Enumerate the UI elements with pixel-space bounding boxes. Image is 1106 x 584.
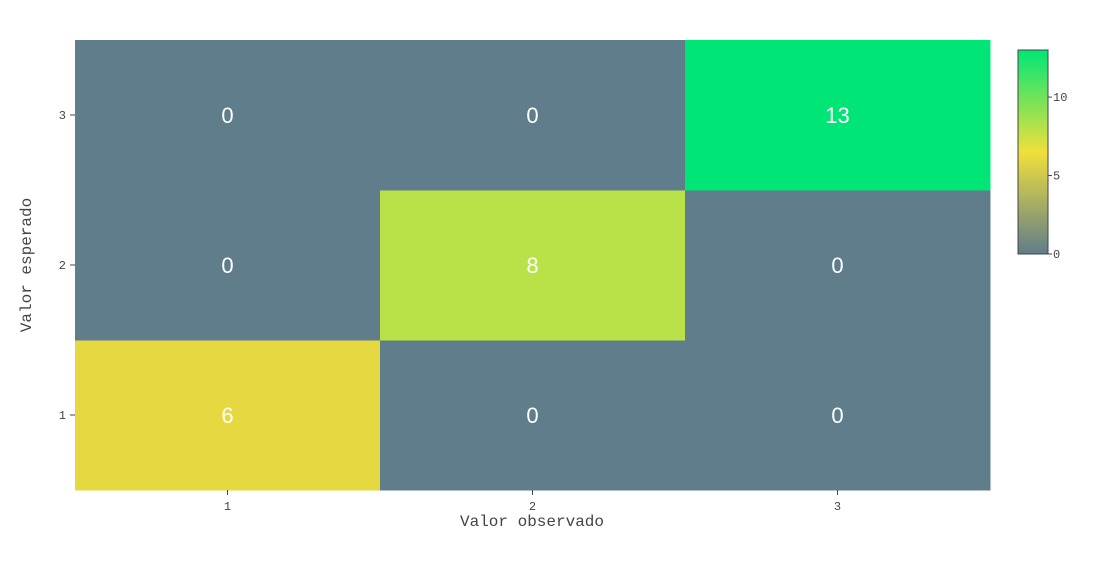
- cell-value-label: 8: [526, 253, 538, 278]
- x-tick-label: 3: [834, 500, 841, 514]
- heatmap-cell-1-2: [380, 340, 686, 491]
- y-axis: 1 2 3: [59, 109, 75, 423]
- y-tick-label: 1: [59, 409, 66, 423]
- y-axis-title: Valor esperado: [18, 198, 36, 332]
- heatmap-cell-2-2: [380, 190, 686, 341]
- heatmap-cell-3-3: [685, 40, 991, 191]
- colorbar: 0 5 10: [1017, 49, 1067, 262]
- cell-value-label: 13: [825, 103, 849, 128]
- x-axis: 1 2 3: [224, 490, 841, 514]
- colorbar-tick-label: 0: [1053, 248, 1060, 262]
- heatmap-cell-1-1: [75, 340, 381, 491]
- colorbar-tick-label: 10: [1053, 91, 1067, 105]
- colorbar-ticks: 0 5 10: [1048, 91, 1067, 262]
- cell-value-label: 6: [221, 403, 233, 428]
- colorbar-tick-label: 5: [1053, 170, 1060, 184]
- cell-value-label: 0: [526, 103, 538, 128]
- heatmap-cells: [75, 40, 991, 491]
- heatmap-cell-1-3: [685, 340, 991, 491]
- y-tick-label: 3: [59, 109, 66, 123]
- colorbar-gradient: [1017, 49, 1049, 255]
- heatmap-cell-3-2: [380, 40, 686, 191]
- x-tick-label: 1: [224, 500, 231, 514]
- cell-value-label: 0: [221, 253, 233, 278]
- y-tick-label: 2: [59, 259, 66, 273]
- x-tick-label: 2: [529, 500, 536, 514]
- x-axis-title: Valor observado: [460, 513, 604, 531]
- cell-value-label: 0: [526, 403, 538, 428]
- cell-value-label: 0: [831, 403, 843, 428]
- cell-value-label: 0: [221, 103, 233, 128]
- cell-value-label: 0: [831, 253, 843, 278]
- heatmap-cell-2-1: [75, 190, 381, 341]
- heatmap-cell-2-3: [685, 190, 991, 341]
- heatmap-cell-3-1: [75, 40, 381, 191]
- cell-value-labels: 6 0 0 0 8 0 0 0 13: [221, 103, 849, 428]
